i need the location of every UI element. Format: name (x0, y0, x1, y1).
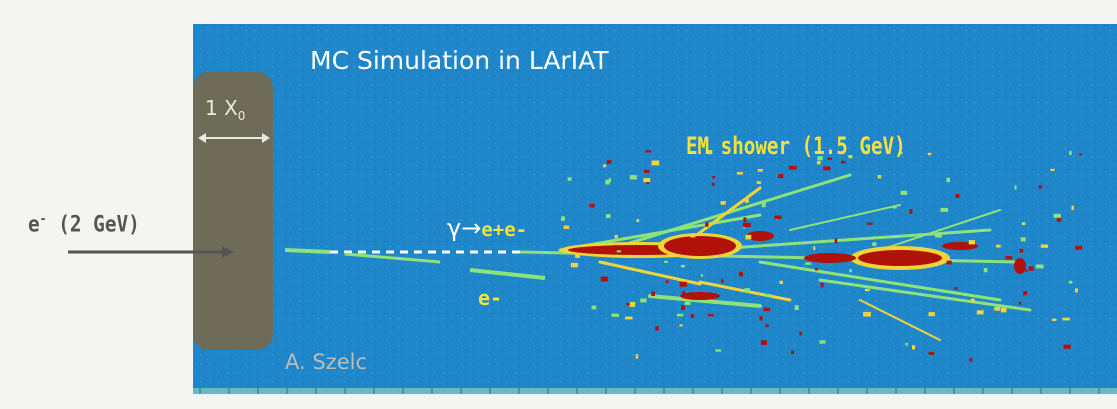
beam-charge: - (39, 212, 47, 227)
right-arrow-icon (68, 246, 234, 258)
electron-track-label: e- (478, 286, 503, 310)
absorber-block (193, 72, 273, 350)
gamma-symbol: γ→ (447, 214, 482, 242)
gamma-conversion-label: γ→e+e- (447, 214, 527, 242)
beam-particle: e (28, 212, 40, 238)
shower-branches (558, 173, 1032, 341)
radiation-length-number: 1 X (205, 96, 238, 120)
radiation-length-subscript: 0 (237, 109, 246, 123)
scale-ticks (199, 388, 1100, 394)
radiation-length-label: 1 X0 (205, 96, 245, 123)
figure-title: MC Simulation in LArIAT (310, 46, 609, 75)
scale-strip (193, 388, 1117, 394)
pair-products: e+e- (481, 219, 528, 241)
beam-energy: (2 GeV) (58, 212, 140, 238)
hit-speckle (561, 150, 1083, 362)
shower-core (560, 231, 1026, 300)
author-credit: A. Szelc (285, 350, 368, 374)
shower-label: EM shower (1.5 GeV) (686, 132, 906, 160)
double-arrow-icon (198, 133, 270, 143)
beam-label: e- (2 GeV) (28, 212, 140, 237)
